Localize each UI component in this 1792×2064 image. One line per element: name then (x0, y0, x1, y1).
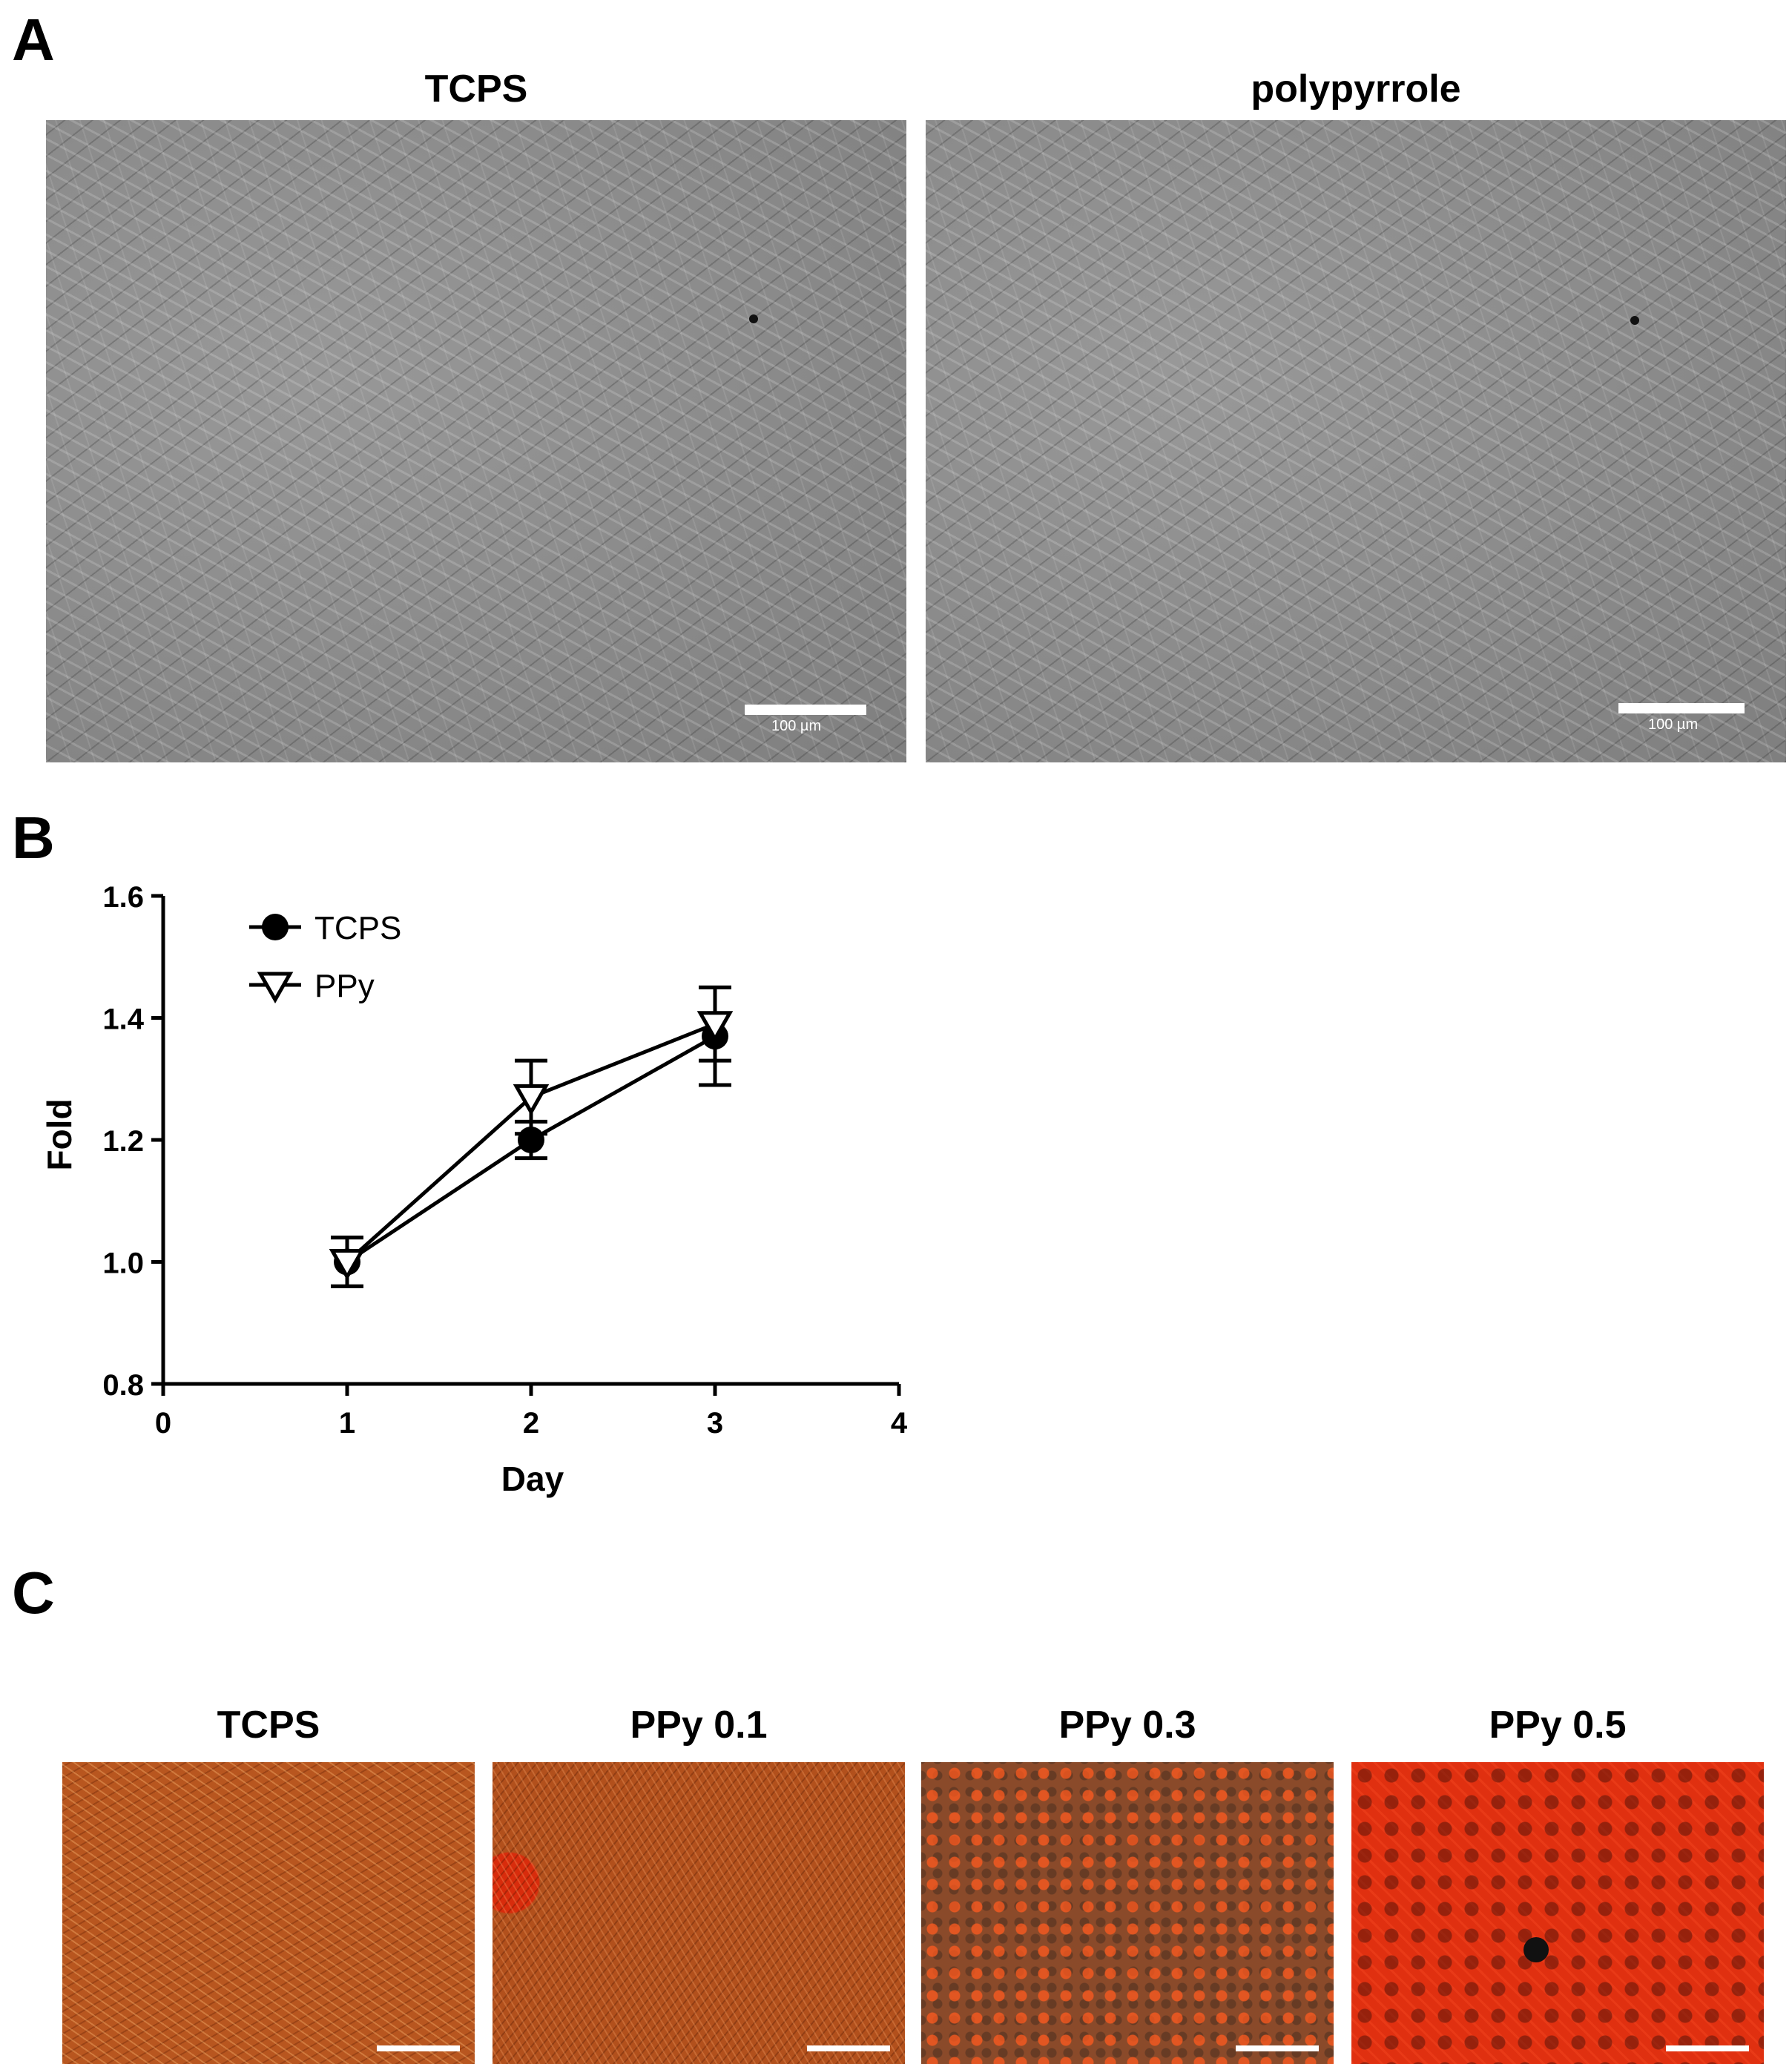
panel-c-title-tcps: TCPS (217, 1704, 320, 1747)
chart-axes (161, 896, 899, 1386)
x-tick-label: 4 (891, 1407, 908, 1440)
stain-image-ppy-0-5 (1351, 1762, 1764, 2064)
panel-a-title-polypyrrole: polypyrrole (1251, 67, 1461, 111)
panel-b-letter: B (12, 805, 55, 871)
debris-dot (1630, 316, 1639, 325)
data-point-tcps (702, 1023, 728, 1050)
legend-marker-ppy (257, 972, 294, 1004)
x-tick-label: 1 (339, 1407, 355, 1440)
y-tick-label: 1.4 (102, 1003, 144, 1036)
panel-c-title-ppy-0-5: PPy 0.5 (1489, 1704, 1627, 1747)
data-point-ppy (329, 1249, 366, 1281)
chart-series (329, 985, 734, 1288)
scale-bar-label: 100 µm (1648, 716, 1699, 733)
debris-dot (1523, 1937, 1549, 1962)
y-tick-label: 0.8 (102, 1369, 144, 1402)
scale-bar (745, 705, 866, 715)
legend-label-tcps: TCPS (314, 910, 401, 946)
x-tick-label: 0 (155, 1407, 171, 1440)
chart-ticks: 0.8 1.0 1.2 1.4 1.6 0 1 2 3 4 (102, 881, 907, 1440)
scale-bar (807, 2045, 890, 2051)
stain-image-ppy-0-1 (493, 1762, 905, 2064)
data-point-ppy (513, 1084, 550, 1116)
y-tick-label: 1.0 (102, 1247, 144, 1280)
data-point-tcps (518, 1127, 544, 1153)
micrograph-polypyrrole: 100 µm (926, 120, 1786, 762)
scale-bar-label: 100 µm (771, 718, 822, 734)
panel-c-title-ppy-0-1: PPy 0.1 (630, 1704, 768, 1747)
panel-a-title-tcps: TCPS (424, 67, 528, 111)
y-tick-label: 1.2 (102, 1125, 144, 1158)
legend-label-ppy: PPy (314, 968, 375, 1004)
series-line-ppy (346, 1022, 716, 1264)
series-line-tcps (346, 1034, 717, 1264)
panel-c-title-ppy-0-3: PPy 0.3 (1058, 1704, 1196, 1747)
scale-bar (1666, 2045, 1749, 2051)
x-axis-label: Day (501, 1460, 564, 1498)
panel-c-letter: C (12, 1560, 55, 1626)
stain-image-ppy-0-3 (921, 1762, 1334, 2064)
scale-bar (1236, 2045, 1319, 2051)
debris-dot (749, 314, 758, 323)
x-tick-label: 2 (523, 1407, 539, 1440)
scale-bar (1618, 703, 1745, 713)
stain-image-tcps (62, 1762, 475, 2064)
data-point-ppy (696, 1011, 734, 1043)
data-point-tcps (334, 1248, 360, 1276)
legend-marker-tcps (262, 914, 289, 940)
y-tick-label: 1.6 (102, 881, 144, 914)
panel-a-letter: A (12, 7, 55, 73)
chart-legend: TCPS PPy (249, 910, 401, 1004)
micrograph-tcps: 100 µm (46, 120, 906, 762)
scale-bar (377, 2045, 460, 2051)
x-tick-label: 3 (707, 1407, 723, 1440)
y-axis-label: Fold (40, 1098, 79, 1170)
